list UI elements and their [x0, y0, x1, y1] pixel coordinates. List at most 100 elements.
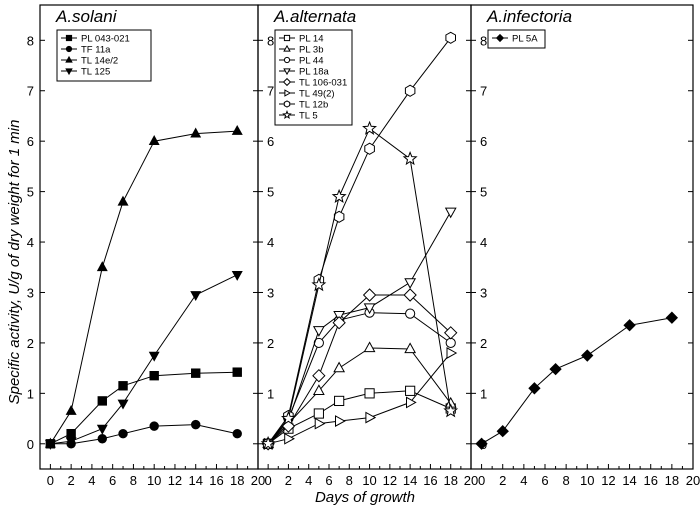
data-point [406, 396, 417, 409]
legend-label: PL 043-021 [81, 34, 130, 45]
legend-label: TL 106-031 [299, 78, 347, 89]
data-point [581, 349, 594, 362]
x-tick-label: 2 [68, 473, 75, 488]
legend-label: TF 11a [81, 45, 111, 56]
legend-label: PL 44 [299, 56, 323, 67]
data-point [475, 437, 488, 450]
y-tick-label: 4 [27, 235, 34, 250]
data-point [402, 151, 418, 166]
series-line [50, 274, 238, 445]
series-line [481, 317, 672, 445]
data-point [496, 424, 509, 438]
data-point [97, 434, 107, 444]
data-point [260, 435, 276, 451]
x-tick-label: 16 [423, 473, 437, 488]
data-point [364, 142, 375, 155]
series-tl-14e-2 [44, 124, 243, 448]
data-point [404, 342, 417, 354]
legend-label: TL 49(2) [299, 89, 335, 100]
data-point [149, 421, 159, 431]
legend-label: TL 14e/2 [81, 56, 118, 67]
data-point [332, 316, 346, 330]
series-line [49, 130, 238, 445]
x-tick-label: 18 [230, 473, 244, 488]
series-pl-043-021 [45, 367, 242, 449]
x-tick-label: 6 [541, 473, 548, 488]
x-tick-label: 2 [285, 473, 292, 488]
data-point [231, 124, 243, 135]
legend-marker [282, 77, 292, 87]
x-tick-label: 12 [168, 473, 182, 488]
data-point [623, 319, 636, 332]
legend-marker [65, 55, 73, 63]
series-tl-5 [260, 120, 459, 451]
data-point [65, 404, 77, 415]
x-tick-label: 12 [383, 473, 397, 488]
x-tick-label: 20 [251, 473, 265, 488]
legend-label: PL 5A [512, 34, 538, 45]
data-point [66, 428, 76, 439]
x-tick-label: 4 [305, 473, 312, 488]
y-tick-label: 4 [480, 235, 487, 250]
legend-marker [65, 68, 73, 76]
x-tick-label: 14 [622, 473, 636, 488]
y-tick-label: 1 [480, 386, 487, 401]
x-tick-label: 20 [464, 473, 478, 488]
x-tick-label: 0 [478, 473, 485, 488]
data-point [403, 288, 417, 302]
legend-box [274, 29, 353, 126]
y-tick-label: 4 [267, 235, 274, 250]
data-point [118, 381, 128, 391]
data-point [148, 351, 160, 362]
x-tick-label: 0 [265, 473, 272, 488]
legend-label: TL 125 [81, 67, 110, 78]
data-point [311, 277, 327, 292]
series-line [50, 371, 238, 445]
x-tick-label: 14 [188, 473, 202, 488]
y-tick-label: 5 [267, 185, 274, 200]
data-point [405, 308, 416, 319]
data-point [312, 368, 326, 383]
y-tick-label: 8 [480, 33, 487, 48]
x-tick-label: 12 [601, 473, 615, 488]
data-point [117, 195, 129, 206]
legend: PL 5A [487, 29, 546, 49]
data-point [232, 428, 242, 439]
y-tick-label: 5 [480, 185, 487, 200]
legend-box [487, 29, 546, 49]
data-point [190, 291, 202, 302]
data-point [445, 31, 456, 44]
data-point [284, 432, 295, 445]
data-point [312, 326, 325, 337]
series-pl-5a [475, 311, 679, 450]
panel-3: 02468101214161820012345678A.infectoriaPL… [470, 4, 700, 488]
series-line [267, 312, 451, 445]
data-point [191, 368, 201, 378]
legend-label: PL 14 [299, 34, 323, 45]
y-tick-label: 6 [27, 134, 34, 149]
y-tick-label: 1 [27, 386, 34, 401]
x-tick-label: 10 [362, 473, 376, 488]
data-point [405, 385, 416, 396]
x-tick-label: 4 [88, 473, 95, 488]
legend-label: PL 18a [299, 67, 329, 78]
panel-title: A.solani [55, 7, 118, 26]
data-point [149, 370, 159, 381]
x-tick-label: 4 [520, 473, 527, 488]
data-point [404, 84, 416, 97]
data-point [313, 408, 324, 419]
data-point [335, 415, 346, 427]
data-point [96, 424, 108, 435]
data-point [333, 311, 346, 322]
series-tl-106-031 [261, 288, 458, 451]
legend-label: TL 5 [299, 111, 318, 122]
panel-frame [470, 4, 694, 470]
data-point [148, 135, 160, 145]
data-point [363, 303, 376, 315]
series-tl-125 [44, 271, 243, 450]
data-point [443, 403, 459, 418]
